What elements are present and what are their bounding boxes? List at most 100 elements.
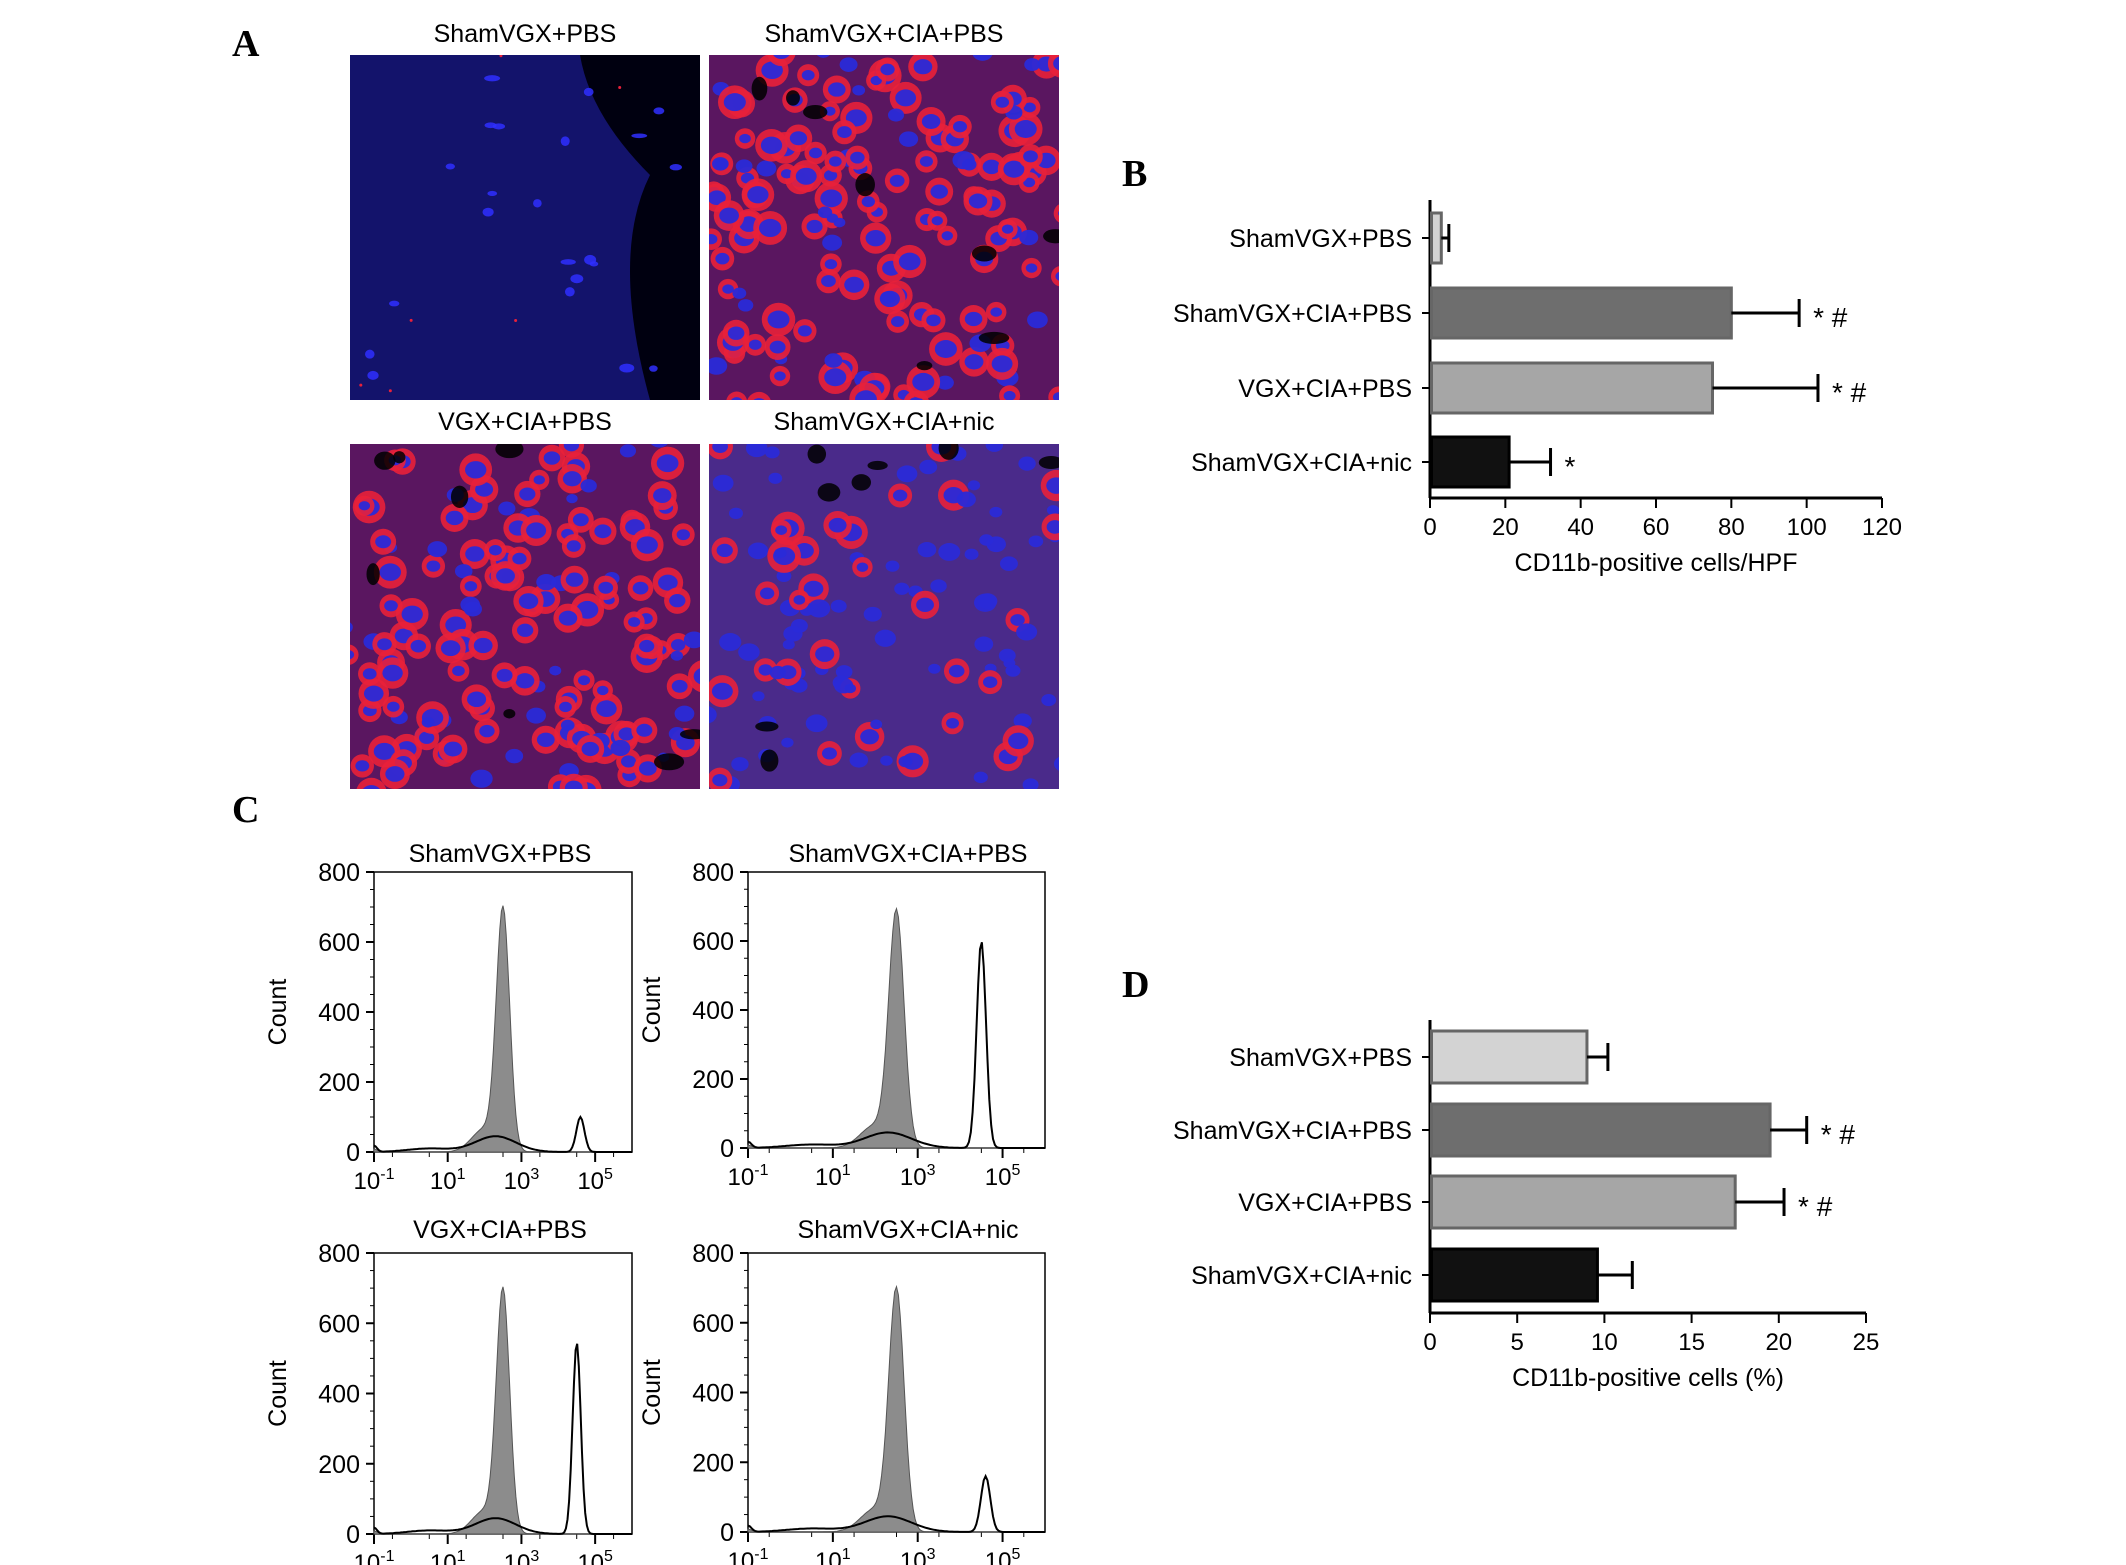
nucleus [619, 444, 637, 458]
nucleus [746, 444, 767, 451]
y-tick-label: 400 [692, 1380, 734, 1408]
nucleus [549, 665, 562, 676]
nucleus [1028, 535, 1044, 548]
nucleus [709, 706, 717, 724]
nucleus [928, 663, 941, 674]
nucleus [892, 489, 908, 502]
nucleus [982, 159, 1001, 175]
nucleus [401, 605, 423, 623]
nucleus [719, 207, 739, 224]
x-tick-label-B: 120 [1862, 514, 1902, 541]
category-label-D: ShamVGX+CIA+PBS [1173, 1117, 1412, 1145]
nucleus [711, 682, 733, 700]
nucleus [1023, 150, 1038, 163]
dark-gap [755, 721, 779, 732]
dark-gap [786, 90, 800, 106]
nucleus [926, 314, 941, 327]
nucleus [780, 169, 793, 179]
nucleus [815, 646, 835, 662]
control-histogram [373, 1286, 632, 1535]
nucleus [964, 354, 984, 370]
dark-gap [495, 444, 524, 459]
nucleus [817, 206, 833, 219]
nucleus [382, 664, 403, 682]
nucleus [894, 582, 910, 595]
nucleus [991, 355, 1013, 373]
nucleus [350, 650, 355, 660]
cd11b-cell [1050, 266, 1059, 287]
nucleus [719, 633, 742, 652]
y-tick-label: 0 [720, 1135, 734, 1163]
bar-B [1430, 435, 1511, 489]
nucleus [934, 340, 957, 358]
nucleus [898, 252, 921, 271]
nucleus [739, 133, 751, 144]
nucleus [1023, 177, 1036, 188]
nucleus [1025, 263, 1038, 273]
nucleus [769, 665, 787, 680]
nucleus [1023, 102, 1036, 113]
cd11b-cell [1053, 204, 1059, 223]
nucleus [916, 597, 934, 613]
nucleus [496, 568, 515, 584]
nucleus [760, 136, 783, 154]
control-histogram [373, 905, 632, 1153]
nucleus [747, 186, 769, 204]
nucleus [1010, 614, 1025, 626]
nucleus [467, 691, 487, 708]
nucleus [375, 535, 392, 549]
x-tick-label: 10-1 [728, 1546, 769, 1565]
nucleus [781, 737, 794, 748]
nucleus [782, 639, 795, 650]
stained-histogram [373, 1115, 632, 1153]
significance-D: * # [1798, 1191, 1833, 1222]
nucleus [852, 85, 866, 96]
nucleus [631, 133, 648, 139]
nucleus [1001, 224, 1014, 234]
nucleus [683, 631, 700, 649]
histogram-title: VGX+CIA+PBS [413, 1216, 587, 1244]
nucleus [580, 479, 597, 493]
x-tick-label: 105 [577, 1548, 613, 1565]
nucleus [598, 581, 614, 594]
nucleus [709, 234, 718, 245]
nucleus [895, 89, 917, 107]
nucleus [885, 560, 900, 572]
nucleus [668, 726, 686, 741]
nucleus [671, 679, 688, 693]
nucleus [484, 75, 501, 82]
nucleus [850, 151, 865, 164]
nucleus [968, 193, 988, 209]
x-tick-label: 101 [815, 1546, 851, 1565]
nucleus [898, 131, 919, 147]
nucleus [519, 487, 536, 501]
nucleus [618, 727, 635, 741]
nucleus [941, 231, 953, 241]
nucleus [973, 771, 988, 784]
nucleus [1014, 120, 1037, 138]
x-tick-label: 103 [504, 1548, 540, 1565]
nucleus [515, 673, 535, 689]
y-axis-label: Count [264, 1360, 292, 1427]
x-tick-label-B: 100 [1787, 514, 1827, 541]
nucleus [820, 189, 843, 208]
stain-dot [409, 318, 413, 322]
x-tick-label-B: 40 [1567, 514, 1594, 541]
x-tick-label: 10-1 [728, 1162, 769, 1191]
nucleus [597, 685, 609, 696]
nucleus [367, 370, 379, 380]
bar-B [1430, 286, 1733, 340]
nucleus [533, 475, 545, 485]
stain-dot [359, 383, 363, 387]
category-label-B: ShamVGX+CIA+PBS [1173, 300, 1412, 328]
nucleus [828, 517, 847, 533]
nucleus [824, 368, 847, 387]
category-label-B: ShamVGX+PBS [1229, 225, 1412, 253]
x-tick-label-D: 25 [1853, 1329, 1880, 1356]
nucleus [921, 114, 941, 130]
nucleus [732, 287, 747, 299]
x-tick-label: 101 [430, 1166, 466, 1195]
y-axis-label: Count [638, 977, 666, 1044]
nucleus [930, 184, 948, 199]
x-tick-label-D: 5 [1511, 1329, 1524, 1356]
